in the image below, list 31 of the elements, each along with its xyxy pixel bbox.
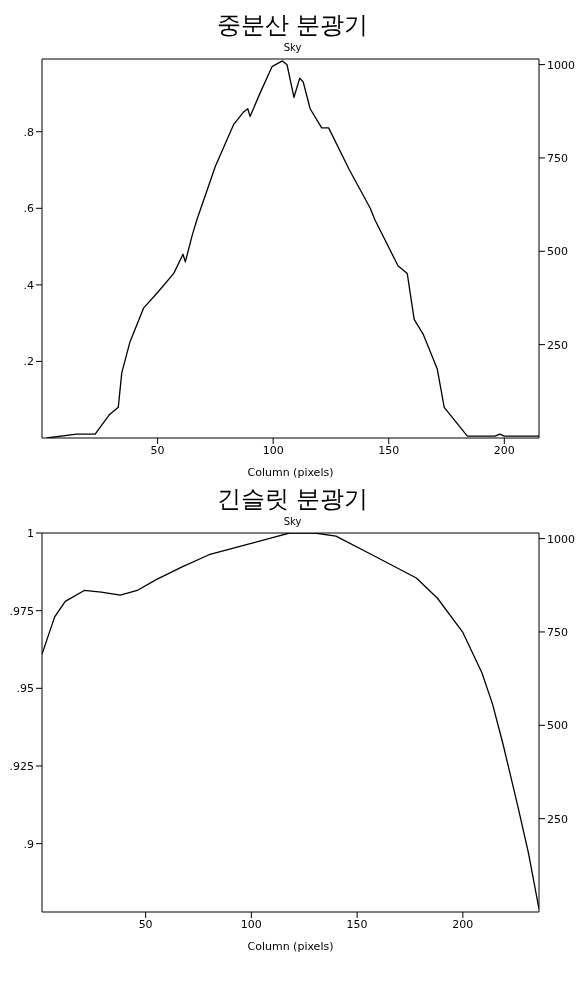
x-tick-label: 50 xyxy=(138,917,153,931)
y2-tick-label: 750 xyxy=(547,151,568,165)
x-axis-title: Column (pixels) xyxy=(247,940,334,953)
y2-tick-label: 1000 xyxy=(547,532,575,546)
y-tick-label: .9 xyxy=(23,837,34,851)
y-tick-label: .2 xyxy=(23,355,34,369)
chart-title: 중분산 분광기 xyxy=(215,10,370,41)
y-tick-label: .6 xyxy=(23,202,34,216)
y2-tick-label: 250 xyxy=(547,338,568,352)
x-tick-label: 100 xyxy=(262,443,284,457)
x-tick-label: 50 xyxy=(150,443,165,457)
chart-title: 긴슬릿 분광기 xyxy=(215,484,370,515)
y2-tick-label: 250 xyxy=(547,812,568,826)
y-tick-label: .8 xyxy=(23,125,34,139)
y2-tick-label: 500 xyxy=(547,245,568,259)
y2-tick-label: 1000 xyxy=(547,58,575,72)
chart-subtitle: Sky xyxy=(282,516,303,528)
x-tick-label: 150 xyxy=(378,443,400,457)
x-tick-label: 150 xyxy=(346,917,368,931)
y-tick-label: .95 xyxy=(16,682,34,696)
x-tick-label: 200 xyxy=(452,917,474,931)
y-tick-label: .975 xyxy=(9,604,34,618)
x-tick-label: 200 xyxy=(493,443,515,457)
y-tick-label: 1 xyxy=(27,526,34,540)
y2-tick-label: 500 xyxy=(547,719,568,733)
y2-tick-label: 750 xyxy=(547,625,568,639)
x-axis-title: Column (pixels) xyxy=(247,466,334,479)
y-tick-label: .925 xyxy=(9,759,34,773)
chart-subtitle: Sky xyxy=(282,42,303,54)
y-tick-label: .4 xyxy=(23,278,34,292)
x-tick-label: 100 xyxy=(240,917,262,931)
